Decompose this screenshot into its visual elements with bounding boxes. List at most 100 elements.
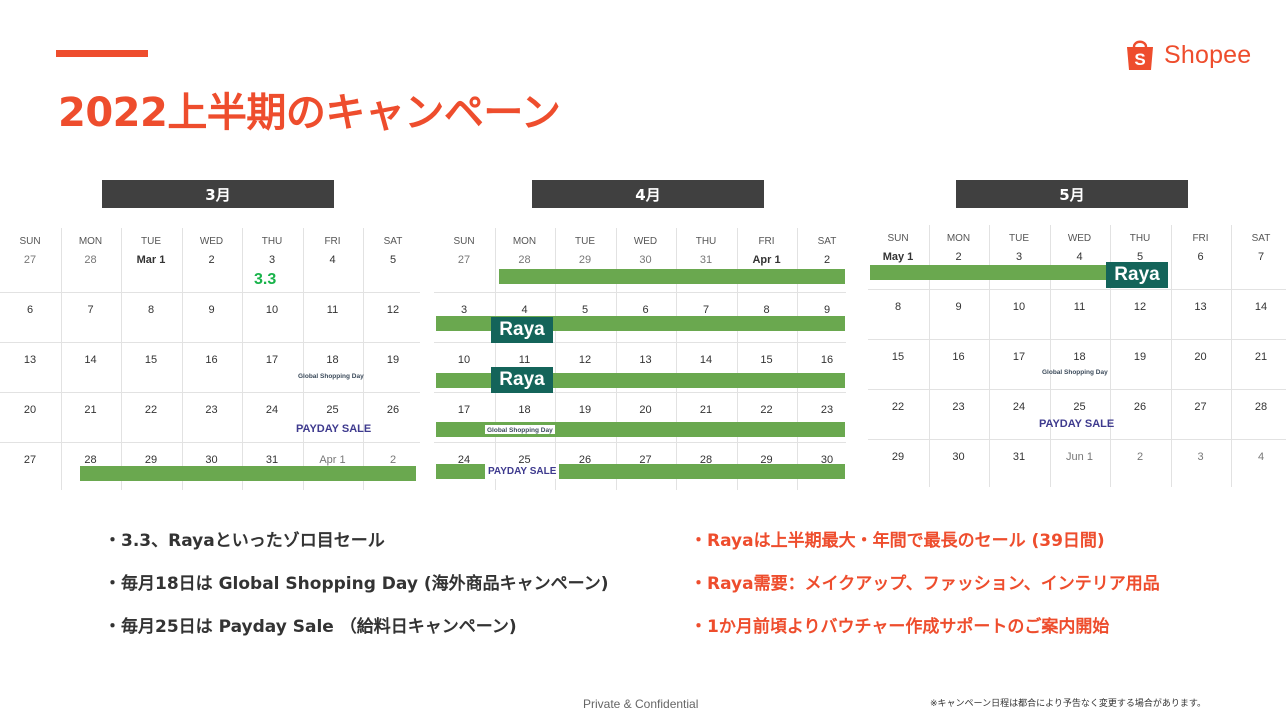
bullet-list-right: ・Rayaは上半期最大・年間で最長のセール (39日間) ・Raya需要：メイク… xyxy=(690,530,1160,659)
bullet-item: ・毎月18日は Global Shopping Day (海外商品キャンペーン) xyxy=(104,574,609,594)
calendar-day: 16 xyxy=(205,354,218,366)
weekday-label: TUE xyxy=(1009,233,1029,244)
calendar-day: 14 xyxy=(699,354,713,366)
calendar-day: 9 xyxy=(823,304,831,316)
svg-text:S: S xyxy=(1134,50,1145,69)
calendar-day: 26 xyxy=(578,454,592,466)
calendar-day: 30 xyxy=(952,451,965,463)
calendar-day: 18 xyxy=(326,354,339,366)
payday-sale-label: PAYDAY SALE xyxy=(1039,418,1115,430)
weekday-label: SAT xyxy=(383,236,403,247)
calendar-day: 16 xyxy=(952,351,965,363)
calendar-day: 27 xyxy=(23,254,37,266)
calendar-day: 31 xyxy=(265,454,279,466)
global-shopping-day-label: Global Shopping Day xyxy=(1042,369,1108,376)
weekday-label: WED xyxy=(199,236,224,247)
calendar-day: 13 xyxy=(639,354,652,366)
calendar-day: 17 xyxy=(457,404,471,416)
raya-badge: Raya xyxy=(491,317,553,343)
weekday-label: SUN xyxy=(887,233,909,244)
calendar-day: 2 xyxy=(208,254,215,266)
bullet-item: ・毎月25日は Payday Sale （給料日キャンペーン) xyxy=(104,617,517,637)
calendar-day: 6 xyxy=(1197,251,1204,263)
calendar-day: 3 xyxy=(1015,251,1023,263)
calendar-day: 28 xyxy=(518,254,531,266)
calendar-day: 28 xyxy=(84,254,97,266)
calendar-day: 26 xyxy=(386,404,400,416)
shopping-bag-icon: S xyxy=(1124,38,1156,72)
calendar-day: 20 xyxy=(23,404,37,416)
calendar-day: 29 xyxy=(578,254,592,266)
calendar-day: 18 xyxy=(518,404,531,416)
calendar-day: 29 xyxy=(891,451,905,463)
calendar-day: 28 xyxy=(1254,401,1268,413)
calendar-day: 2 xyxy=(1136,451,1144,463)
raya-campaign-bar xyxy=(80,466,416,481)
weekday-label: THU xyxy=(261,236,283,247)
calendar-day: 25 xyxy=(1073,401,1086,413)
slide-title: 2022上半期のキャンペーン xyxy=(58,90,561,136)
calendar-day: 17 xyxy=(1012,351,1026,363)
grid-line xyxy=(555,228,556,490)
weekday-label: SAT xyxy=(817,236,837,247)
calendar-day: 18 xyxy=(1073,351,1086,363)
grid-line xyxy=(928,225,930,487)
bullet-item: ・Rayaは上半期最大・年間で最長のセール (39日間) xyxy=(690,531,1105,551)
calendar-day: 27 xyxy=(639,454,652,466)
shopee-logo: S Shopee xyxy=(1124,38,1251,72)
calendar-day: 19 xyxy=(1133,351,1147,363)
calendar-day: 10 xyxy=(265,304,279,316)
weekday-label: SAT xyxy=(1251,233,1271,244)
calendar-day: 11 xyxy=(1073,301,1086,313)
calendar-day: 3 xyxy=(1197,451,1204,463)
grid-line xyxy=(868,289,1286,290)
weekday-label: MON xyxy=(78,236,103,247)
calendar-day: 23 xyxy=(205,404,218,416)
footer-confidential: Private & Confidential xyxy=(583,697,699,711)
grid-line xyxy=(121,228,122,490)
grid-line xyxy=(989,225,990,487)
month-header-april: 4月 xyxy=(532,180,764,208)
raya-campaign-bar xyxy=(870,265,1168,280)
grid-line xyxy=(676,228,677,490)
grid-line xyxy=(434,342,846,343)
grid-line xyxy=(1110,225,1111,487)
weekday-label: MON xyxy=(512,236,537,247)
weekday-label: TUE xyxy=(575,236,595,247)
weekday-label: WED xyxy=(1067,233,1092,244)
grid-line xyxy=(868,389,1286,390)
calendar-day: 29 xyxy=(760,454,773,466)
calendar-day: 21 xyxy=(1254,351,1268,363)
month-header-march: 3月 xyxy=(102,180,334,208)
calendar-day: 25 xyxy=(326,404,339,416)
calendar-day: 16 xyxy=(820,354,834,366)
global-shopping-day-label: Global Shopping Day xyxy=(484,424,556,435)
calendar-day: 31 xyxy=(1012,451,1026,463)
grid-line xyxy=(797,228,798,490)
calendar-day: 12 xyxy=(386,304,400,316)
calendar-day: 21 xyxy=(84,404,97,416)
calendar-day: 23 xyxy=(820,404,834,416)
calendar-day: 15 xyxy=(760,354,773,366)
calendar-day: 28 xyxy=(84,454,97,466)
calendar-day: 19 xyxy=(386,354,400,366)
weekday-label: FRI xyxy=(1192,233,1209,244)
grid-line xyxy=(0,392,420,393)
calendar-day: 4 xyxy=(329,254,336,266)
calendar-day: 5 xyxy=(1136,251,1144,263)
grid-line xyxy=(868,339,1286,340)
calendar-day: 12 xyxy=(578,354,592,366)
footer-note: ※キャンペーン日程は都合により予告なく変更する場合があります。 xyxy=(930,699,1207,709)
bullet-list-left: ・3.3、Rayaといったゾロ目セール ・毎月18日は Global Shopp… xyxy=(104,530,609,659)
weekday-label: FRI xyxy=(758,236,775,247)
calendar-day: 6 xyxy=(26,304,34,316)
calendar-day: 9 xyxy=(955,301,962,313)
calendar-day: 2 xyxy=(389,454,397,466)
weekday-label: THU xyxy=(695,236,717,247)
grid-line xyxy=(302,228,304,490)
weekday-label: THU xyxy=(1129,233,1151,244)
calendar-day: 15 xyxy=(891,351,905,363)
calendar-day: 8 xyxy=(894,301,902,313)
grid-line xyxy=(736,228,738,490)
grid-line xyxy=(434,392,846,393)
